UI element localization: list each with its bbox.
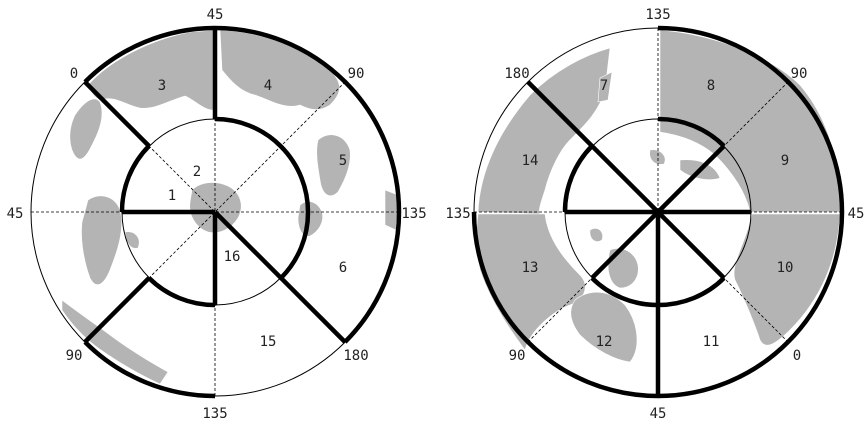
- region-label-7: 7: [600, 78, 608, 94]
- left-label-top: 45: [207, 7, 224, 23]
- right-polar-map: 135 90 45 0 45 90 135 180 7 8 9 10 11 12…: [445, 7, 864, 422]
- region-label-14: 14: [522, 153, 539, 169]
- left-label-top-left: 0: [70, 66, 78, 82]
- left-label-bottom-left: 90: [66, 348, 83, 364]
- region-label-5: 5: [339, 153, 347, 169]
- left-polar-map: 45 90 135 180 135 90 45 0 1 2 3 4 5 6 15…: [7, 7, 427, 422]
- region-label-8: 8: [707, 78, 715, 94]
- region-label-4: 4: [264, 78, 272, 94]
- right-spoke-labels: 135 90 45 0 45 90 135 180: [445, 7, 864, 422]
- right-label-left: 135: [445, 206, 470, 222]
- region-label-13: 13: [522, 260, 539, 276]
- right-label-top-right: 90: [791, 66, 808, 82]
- right-label-bottom-right: 0: [793, 348, 801, 364]
- right-label-top-left: 180: [504, 66, 529, 82]
- right-label-bottom: 45: [650, 406, 667, 422]
- region-label-9: 9: [781, 153, 789, 169]
- region-label-15: 15: [260, 334, 277, 350]
- left-label-bottom-right: 180: [343, 348, 368, 364]
- left-label-left: 45: [7, 206, 24, 222]
- left-label-top-right: 90: [348, 66, 365, 82]
- right-region-labels: 7 8 9 10 11 12 13 14: [522, 78, 794, 350]
- right-label-top: 135: [645, 7, 670, 23]
- left-thick-boundaries: [83, 25, 402, 399]
- region-label-16: 16: [224, 249, 241, 265]
- left-region-labels: 1 2 3 4 5 6 15 16: [158, 78, 347, 350]
- right-label-right: 45: [848, 206, 865, 222]
- left-label-right: 135: [401, 206, 426, 222]
- left-label-bottom: 135: [202, 406, 227, 422]
- region-label-10: 10: [777, 260, 794, 276]
- right-thick-boundaries: [471, 25, 845, 399]
- region-label-1: 1: [168, 188, 176, 204]
- left-land-masses: [61, 29, 399, 385]
- region-label-2: 2: [193, 164, 201, 180]
- right-land-masses: [476, 29, 841, 363]
- right-label-bottom-left: 90: [509, 348, 526, 364]
- region-label-11: 11: [703, 334, 720, 350]
- region-label-3: 3: [158, 78, 166, 94]
- left-spoke-labels: 45 90 135 180 135 90 45 0: [7, 7, 427, 422]
- region-label-12: 12: [596, 334, 613, 350]
- region-label-6: 6: [339, 260, 347, 276]
